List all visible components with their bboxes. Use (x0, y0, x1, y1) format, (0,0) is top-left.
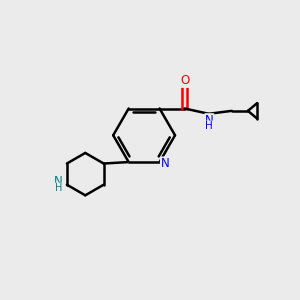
Text: O: O (180, 74, 189, 87)
Text: N: N (160, 157, 169, 170)
Text: N: N (54, 175, 63, 188)
Text: N: N (205, 114, 214, 127)
Text: H: H (55, 183, 62, 193)
Text: H: H (206, 121, 213, 131)
